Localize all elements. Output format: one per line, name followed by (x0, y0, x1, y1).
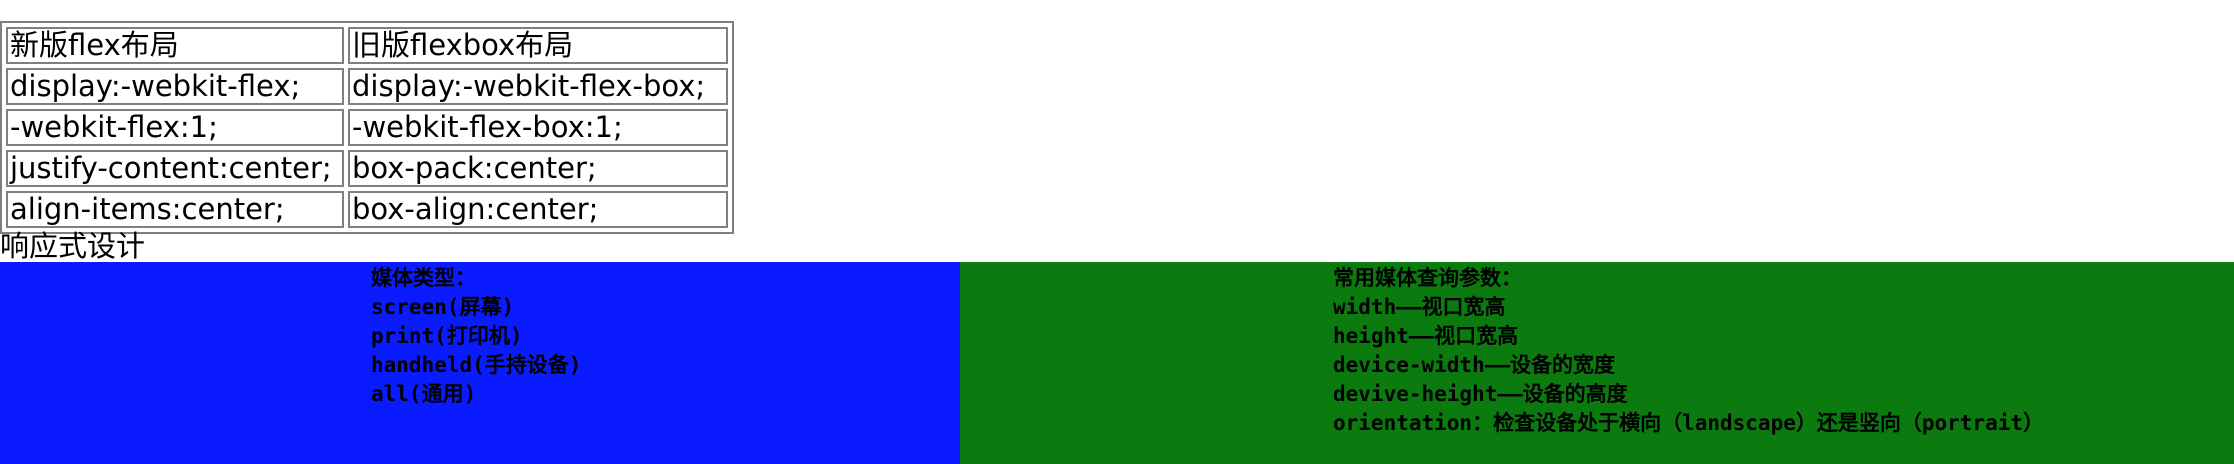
table-cell: display:-webkit-flex-box; (348, 68, 728, 105)
media-types-list: 媒体类型： screen(屏幕) print(打印机) handheld(手持设… (371, 264, 581, 409)
section-title: 响应式设计 (0, 229, 146, 263)
media-query-params-list: 常用媒体查询参数： width——视口宽高 height——视口宽高 devic… (1333, 264, 2044, 438)
table-header-row: 新版flex布局 旧版flexbox布局 (6, 27, 728, 64)
table-row: justify-content:center; box-pack:center; (6, 150, 728, 187)
header-old-flexbox: 旧版flexbox布局 (348, 27, 728, 64)
list-item: orientation：检查设备处于横向（landscape）还是竖向（port… (1333, 411, 2045, 435)
table-cell: justify-content:center; (6, 150, 344, 187)
header-new-flex: 新版flex布局 (6, 27, 344, 64)
list-item: print(打印机) (371, 324, 523, 348)
list-item: screen(屏幕) (371, 295, 515, 319)
list-item: 媒体类型： (371, 266, 476, 290)
list-item: width——视口宽高 (1333, 295, 1506, 319)
table-cell: align-items:center; (6, 191, 344, 228)
table-cell: display:-webkit-flex; (6, 68, 344, 105)
list-item: all(通用) (371, 382, 477, 406)
table-cell: -webkit-flex:1; (6, 109, 344, 146)
table-row: display:-webkit-flex; display:-webkit-fl… (6, 68, 728, 105)
list-item: handheld(手持设备) (371, 353, 582, 377)
table-cell: box-align:center; (348, 191, 728, 228)
table-row: align-items:center; box-align:center; (6, 191, 728, 228)
list-item: 常用媒体查询参数： (1333, 266, 1522, 290)
table-cell: -webkit-flex-box:1; (348, 109, 728, 146)
media-types-panel: 媒体类型： screen(屏幕) print(打印机) handheld(手持设… (0, 262, 960, 464)
list-item: height——视口宽高 (1333, 324, 1519, 348)
flex-comparison-table: 新版flex布局 旧版flexbox布局 display:-webkit-fle… (0, 21, 734, 234)
media-query-params-panel: 常用媒体查询参数： width——视口宽高 height——视口宽高 devic… (960, 262, 2234, 464)
list-item: devive-height——设备的高度 (1333, 382, 1628, 406)
list-item: device-width——设备的宽度 (1333, 353, 1616, 377)
table-row: -webkit-flex:1; -webkit-flex-box:1; (6, 109, 728, 146)
table-cell: box-pack:center; (348, 150, 728, 187)
